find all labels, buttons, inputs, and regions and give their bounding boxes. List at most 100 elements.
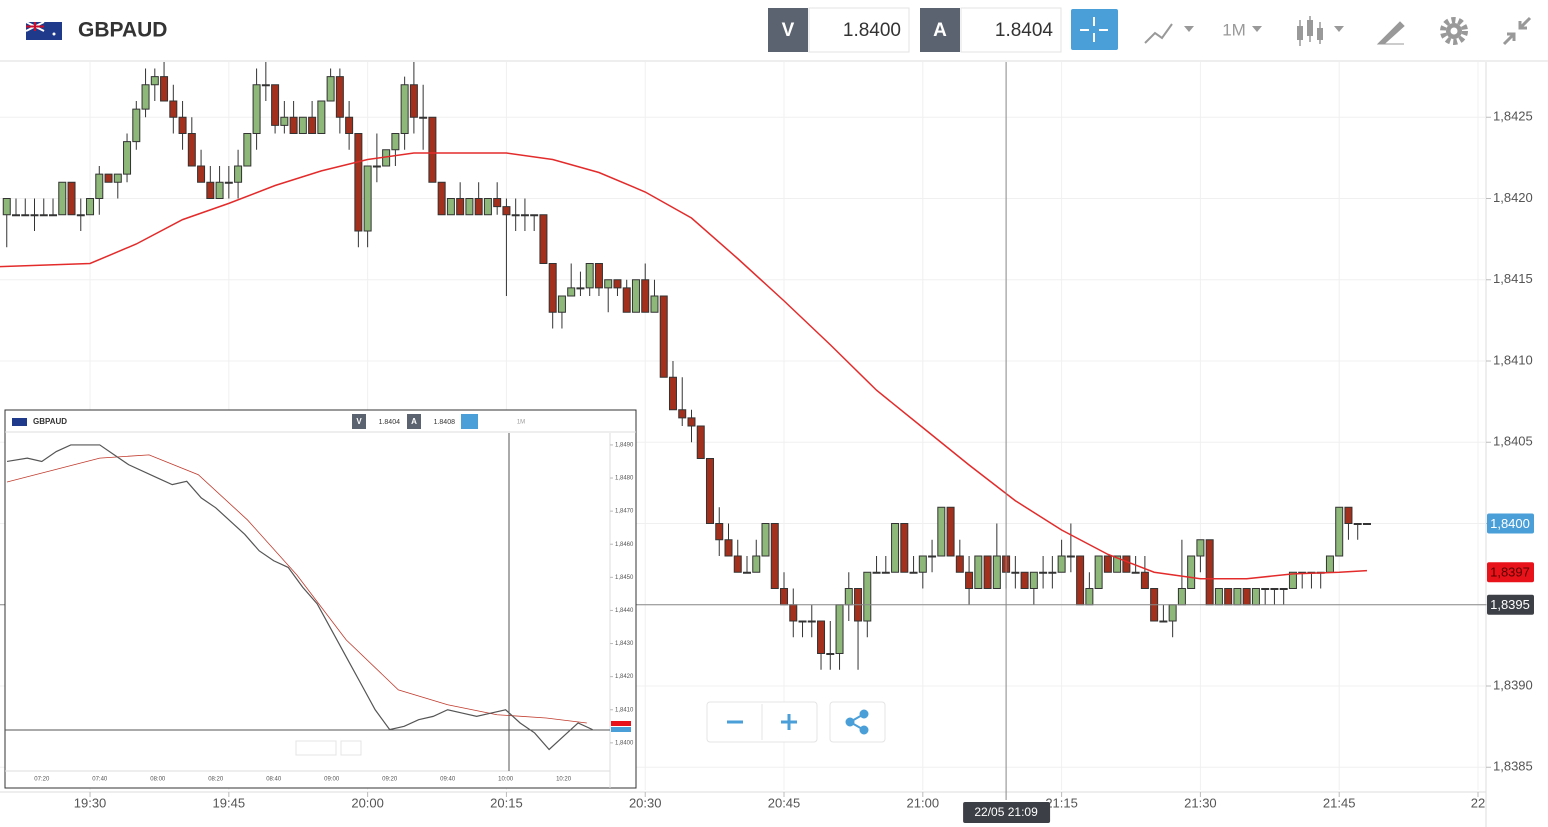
- inset-x-tick-label: 09:20: [382, 777, 398, 783]
- draw-button[interactable]: [1376, 21, 1405, 45]
- price-tag: [1487, 513, 1534, 534]
- x-tick-label: 21:00: [907, 795, 940, 810]
- inset-y-tick-label: 1,8410: [615, 707, 634, 713]
- candle-up: [891, 523, 900, 573]
- inset-flag: [12, 418, 27, 426]
- x-tick-label: 20:15: [490, 795, 523, 810]
- bid-label: V: [782, 20, 795, 41]
- candle-up: [1057, 555, 1066, 573]
- x-tick-label: 20:00: [351, 795, 384, 810]
- candle-up: [391, 133, 400, 151]
- inset-ask-value: 1.8408: [434, 419, 456, 426]
- timeframe-caret: [1252, 26, 1262, 32]
- candle-up: [1131, 571, 1140, 574]
- candle-up: [511, 214, 520, 217]
- candle-up: [372, 165, 381, 168]
- candle-down: [687, 417, 696, 427]
- candle-down: [289, 116, 298, 134]
- inset-price-tag: [611, 721, 631, 726]
- candle-up: [39, 214, 48, 217]
- candle-up: [86, 198, 95, 216]
- timeframe[interactable]: 1M: [1222, 20, 1246, 39]
- collapse-button[interactable]: [1502, 16, 1532, 46]
- candle-up: [261, 84, 270, 87]
- candle-down: [613, 279, 622, 289]
- inset-zoom-controls: [295, 740, 337, 756]
- candle-down: [437, 181, 446, 216]
- inset-symbol: GBPAUD: [33, 417, 67, 426]
- candle-up: [12, 214, 21, 217]
- y-tick-label: 1,8420: [1493, 190, 1533, 205]
- share-button[interactable]: [845, 709, 869, 735]
- candle-up: [132, 108, 141, 143]
- candle-down: [900, 523, 909, 573]
- candle-up: [1325, 555, 1334, 573]
- inset-moving-average: [7, 454, 587, 724]
- inset-y-tick-label: 1,8460: [615, 542, 634, 548]
- candle-down: [733, 555, 742, 573]
- candle-up: [520, 214, 529, 217]
- candle-up: [761, 523, 770, 557]
- ask-box[interactable]: [920, 8, 960, 52]
- settings-button[interactable]: [1440, 17, 1468, 45]
- candle-up: [650, 295, 659, 313]
- candle-up: [1048, 571, 1057, 574]
- x-tick-label: 21:30: [1184, 795, 1217, 810]
- crosshair-price-tag: [1487, 594, 1534, 615]
- x-tick-label: 21:15: [1045, 795, 1078, 810]
- candle-up: [1085, 588, 1094, 606]
- inset-y-tick-label: 1,8400: [615, 740, 634, 746]
- crosshair-price-label: 1,8395: [1490, 597, 1530, 612]
- candle-up: [1251, 588, 1260, 606]
- crosshair-button[interactable]: [1071, 9, 1118, 50]
- candle-down: [308, 116, 317, 134]
- candle-up: [58, 181, 67, 216]
- ask-value: 1.8404: [995, 20, 1054, 41]
- candle-up: [224, 181, 233, 184]
- candle-down: [1103, 555, 1112, 573]
- candle-up: [1011, 571, 1020, 574]
- candle-down: [770, 523, 779, 589]
- candle-down: [1344, 506, 1353, 524]
- candle-up: [30, 214, 39, 217]
- zoom-in-button[interactable]: [781, 714, 797, 730]
- candle-down: [160, 76, 169, 102]
- bid-value-box: [808, 7, 910, 53]
- candle-down: [622, 287, 631, 313]
- chart-type-button[interactable]: [1144, 23, 1194, 44]
- candle-down: [1224, 588, 1233, 606]
- candle-up: [2, 198, 11, 216]
- candle-button[interactable]: [1297, 16, 1344, 46]
- candle-up: [992, 555, 1001, 589]
- price-tag-label: 1,8397: [1490, 565, 1530, 580]
- candle-down: [965, 571, 974, 589]
- bid-box[interactable]: [768, 8, 808, 52]
- flag: [25, 21, 62, 40]
- inset-y-tick-label: 1,8450: [615, 575, 634, 581]
- candle-up: [872, 571, 881, 574]
- candle-up: [1159, 620, 1168, 623]
- candle-down: [696, 425, 705, 459]
- candle-down: [668, 376, 677, 411]
- candle-up: [446, 198, 455, 216]
- candle-up: [752, 555, 761, 573]
- candle-down: [955, 555, 964, 573]
- inset-y-tick-label: 1,8420: [615, 674, 634, 680]
- inset-x-tick-label: 10:00: [498, 777, 514, 783]
- candle-up: [1270, 588, 1279, 590]
- candle-down: [493, 198, 502, 208]
- candle-down: [428, 116, 437, 183]
- inset-x-tick-label: 08:00: [150, 777, 166, 783]
- ask-label: A: [933, 20, 947, 41]
- candle-up: [1177, 588, 1186, 606]
- crosshair-time-tag: [963, 802, 1051, 823]
- candle-up: [1113, 555, 1122, 573]
- inset-bid-label: V: [356, 417, 362, 426]
- candle-up: [807, 620, 816, 623]
- candle-up: [215, 181, 224, 199]
- candle-up: [298, 116, 307, 134]
- x-tick-label: 19:45: [213, 795, 246, 810]
- candle-up: [243, 133, 252, 167]
- candle-up: [1168, 604, 1177, 622]
- candle-up: [1039, 571, 1048, 574]
